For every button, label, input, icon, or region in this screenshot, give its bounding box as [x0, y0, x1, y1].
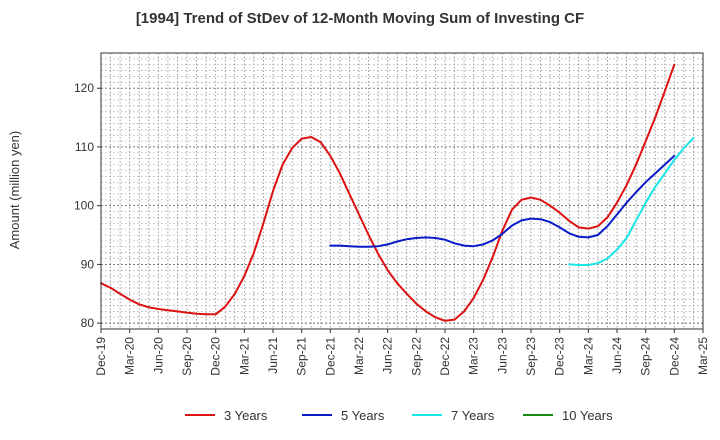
x-tick-label: Jun-23	[495, 337, 509, 374]
x-tick-label: Dec-20	[209, 337, 223, 376]
x-tick-label: Mar-22	[352, 337, 366, 375]
x-tick-label: Jun-20	[151, 337, 165, 374]
x-tick-label: Mar-23	[467, 337, 481, 375]
x-tick-label: Jun-24	[610, 337, 624, 374]
y-tick-label: 100	[74, 199, 94, 213]
plot-background	[101, 53, 703, 329]
x-tick-label: Mar-20	[123, 337, 137, 375]
y-tick-label: 90	[81, 257, 95, 271]
legend-label: 3 Years	[224, 408, 268, 423]
grid-lines	[101, 53, 703, 329]
x-tick-label: Dec-22	[438, 337, 452, 376]
y-tick-label: 110	[75, 140, 94, 154]
x-tick-label: Sep-20	[180, 337, 194, 376]
legend-label: 7 Years	[451, 408, 495, 423]
y-tick-label: 120	[74, 81, 94, 95]
x-tick-label: Sep-22	[409, 337, 423, 376]
series-layer	[100, 63, 695, 322]
legend-label: 10 Years	[562, 408, 613, 423]
series-line-3-years	[100, 63, 676, 322]
legend-label: 5 Years	[341, 408, 385, 423]
x-axis: Dec-19 Mar-20 Jun-20 Sep-20 Dec-20 Mar-21 Jun-…	[94, 329, 710, 376]
x-tick-label: Dec-24	[667, 337, 681, 376]
x-tick-label: Jun-22	[381, 337, 395, 374]
x-tick-label: Sep-23	[524, 337, 538, 376]
x-tick-label: Sep-21	[295, 337, 309, 376]
y-axis-label: Amount (million yen)	[7, 131, 22, 250]
x-tick-label: Mar-24	[581, 337, 595, 375]
y-tick-label: 80	[81, 316, 95, 330]
x-tick-label: Dec-19	[94, 337, 108, 376]
series-line-7-years	[568, 137, 695, 266]
x-tick-label: Jun-21	[266, 337, 280, 374]
x-tick-label: Mar-21	[237, 337, 251, 375]
plot-area	[100, 52, 704, 330]
plot-frame	[100, 52, 704, 330]
x-tick-label: Dec-23	[553, 337, 567, 376]
y-axis: 80 90 100 110 120	[74, 81, 101, 330]
x-tick-label: Dec-21	[323, 337, 337, 376]
x-tick-label: Mar-25	[696, 337, 710, 375]
chart-title: [1994] Trend of StDev of 12-Month Moving…	[136, 10, 584, 27]
legend: 3 Years 5 Years 7 Years 10 Years	[185, 408, 613, 423]
x-tick-label: Sep-24	[639, 337, 653, 376]
series-line-5-years	[329, 154, 676, 248]
